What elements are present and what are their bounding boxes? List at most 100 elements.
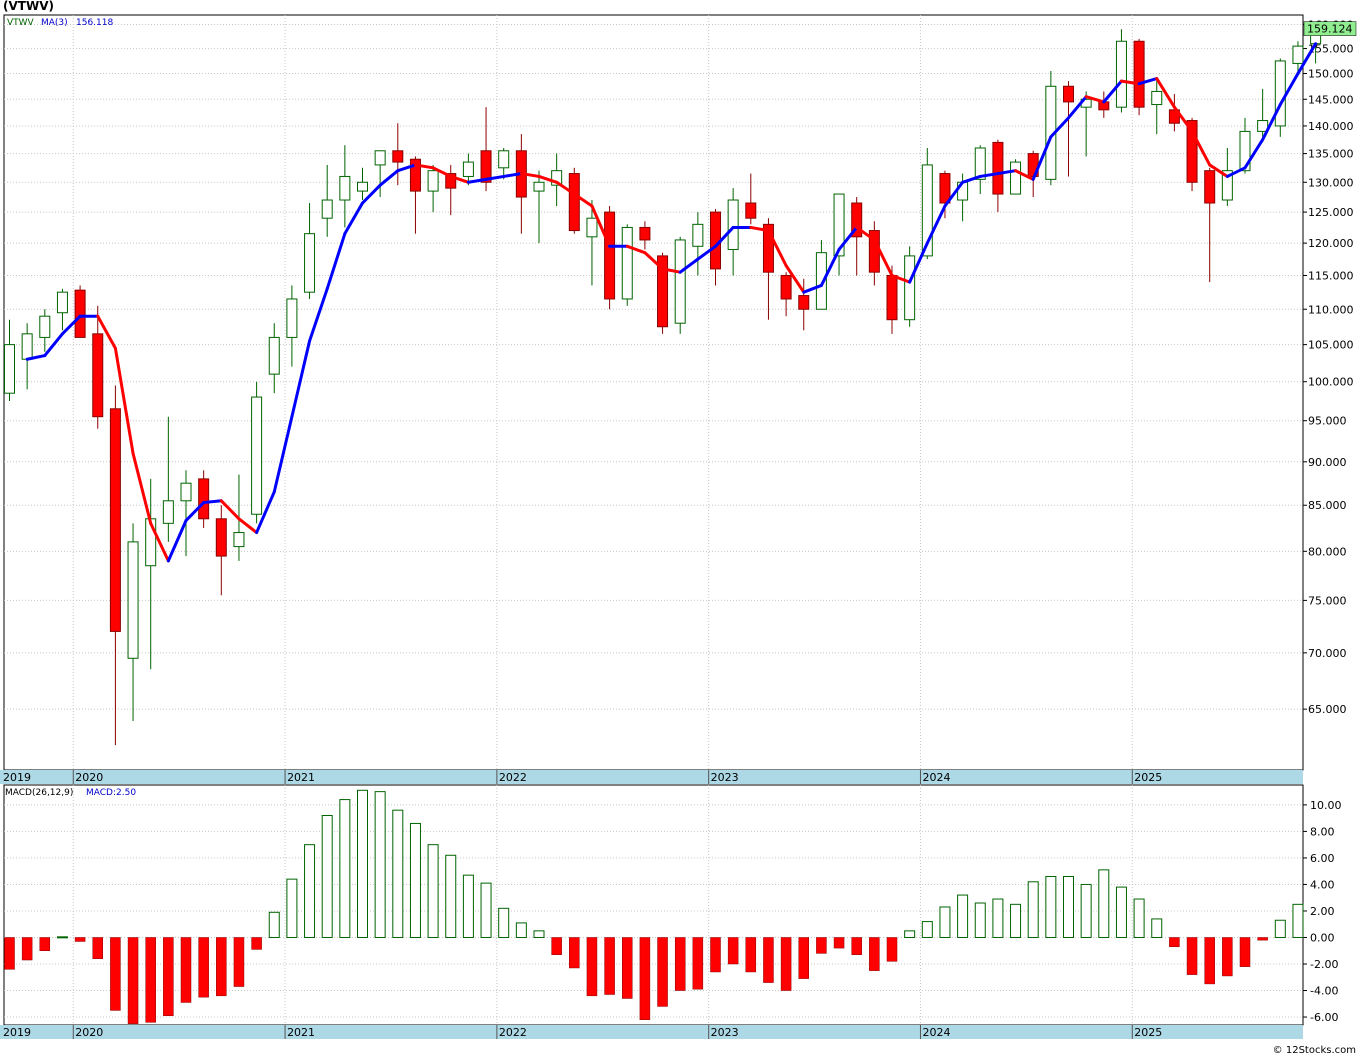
macd-bar bbox=[515, 922, 527, 938]
macd-bar bbox=[480, 882, 492, 938]
candle-body bbox=[1115, 40, 1127, 108]
macd-bar bbox=[1186, 937, 1198, 975]
macd-year-label: 2024 bbox=[922, 1026, 950, 1039]
ma3-segment bbox=[202, 499, 223, 505]
macd-bar bbox=[498, 907, 510, 938]
candle-body bbox=[745, 202, 757, 219]
macd-year-label: 2021 bbox=[287, 1026, 315, 1039]
price-y-tick-label: 85.000 bbox=[1308, 499, 1347, 512]
candle-body bbox=[127, 541, 139, 659]
candle-body bbox=[233, 532, 245, 548]
price-y-tick-label: 125.000 bbox=[1308, 206, 1354, 219]
macd-bar bbox=[904, 930, 916, 938]
candle-body bbox=[780, 274, 792, 300]
ma3-segment bbox=[978, 172, 1000, 178]
candle-body bbox=[357, 181, 368, 192]
chart-title: (VTWV) bbox=[3, 0, 54, 13]
candle-body bbox=[480, 150, 492, 183]
macd-bar bbox=[1115, 886, 1127, 938]
macd-bar bbox=[745, 937, 757, 973]
ma3-segment bbox=[1225, 166, 1247, 178]
candle-body bbox=[74, 289, 86, 338]
ma3-segment bbox=[890, 273, 912, 284]
ma3-segment bbox=[502, 172, 523, 178]
macd-bar bbox=[1098, 869, 1110, 938]
macd-bar bbox=[992, 898, 1004, 938]
macd-bar bbox=[462, 874, 474, 938]
ma3-segment bbox=[519, 172, 541, 178]
candle-body bbox=[586, 217, 598, 238]
ma3-segment bbox=[996, 169, 1018, 176]
ma3-segment bbox=[255, 490, 276, 535]
macd-bar bbox=[304, 844, 316, 938]
candle-body bbox=[162, 500, 174, 524]
macd-bar bbox=[586, 937, 598, 997]
ma3-segment bbox=[537, 174, 559, 184]
ma3-segment bbox=[308, 287, 329, 343]
candle-body bbox=[286, 298, 298, 338]
price-y-tick-label: 130.000 bbox=[1308, 176, 1354, 189]
ma3-segment bbox=[290, 339, 312, 419]
candle-body bbox=[886, 274, 898, 321]
ma3-segment bbox=[714, 225, 735, 248]
macd-y-tick-label: 2.00 bbox=[1310, 905, 1335, 918]
macd-bar bbox=[1010, 903, 1022, 938]
macd-y-tick-label: -2.00 bbox=[1310, 958, 1338, 971]
macd-bar bbox=[39, 937, 51, 951]
price-legend-ma-label: MA(3) bbox=[41, 18, 68, 28]
ma3-segment bbox=[855, 225, 876, 242]
ma3-segment bbox=[219, 499, 241, 521]
ma3-segment bbox=[43, 332, 64, 358]
candle-body bbox=[445, 173, 457, 189]
ma3-segment bbox=[449, 174, 470, 184]
macd-bar bbox=[1169, 937, 1180, 948]
macd-bar bbox=[622, 937, 633, 999]
candle-body bbox=[551, 170, 563, 186]
price-y-tick-label: 115.000 bbox=[1308, 269, 1354, 282]
candle-body bbox=[657, 255, 669, 328]
candle-body bbox=[56, 291, 68, 314]
candle-body bbox=[1239, 130, 1251, 172]
macd-bar bbox=[1080, 883, 1092, 938]
price-y-tick-label: 75.000 bbox=[1308, 594, 1347, 607]
footer-credit: © 12Stocks.com bbox=[1272, 1045, 1356, 1056]
macd-bar bbox=[710, 937, 721, 973]
macd-bar bbox=[74, 937, 86, 942]
candle-body bbox=[604, 211, 616, 300]
macd-bar bbox=[286, 878, 298, 938]
ma3-segment bbox=[1137, 77, 1159, 86]
ma3-segment bbox=[643, 251, 665, 271]
macd-bar bbox=[551, 937, 562, 955]
macd-bar bbox=[851, 937, 862, 955]
macd-bar bbox=[110, 937, 121, 1011]
price-y-tick-label: 140.000 bbox=[1308, 120, 1354, 133]
macd-y-tick-label: 10.00 bbox=[1310, 799, 1342, 812]
price-y-tick-label: 95.000 bbox=[1308, 415, 1347, 428]
macd-bar bbox=[445, 854, 457, 938]
price-year-label: 2025 bbox=[1134, 771, 1162, 784]
price-y-tick-label: 70.000 bbox=[1308, 647, 1347, 660]
candle-body bbox=[1186, 120, 1198, 183]
macd-bar bbox=[339, 799, 351, 938]
ma3-segment bbox=[925, 204, 947, 245]
candle-body bbox=[198, 478, 210, 520]
macd-y-tick-label: -6.00 bbox=[1310, 1011, 1338, 1024]
macd-bar bbox=[957, 894, 969, 938]
candle-body bbox=[109, 408, 121, 632]
ma3-segment bbox=[572, 192, 594, 208]
ma3-segment bbox=[413, 163, 435, 170]
price-y-tick-label: 80.000 bbox=[1308, 545, 1347, 558]
candle-body bbox=[1204, 170, 1216, 204]
macd-bar bbox=[1045, 875, 1057, 938]
candle-body bbox=[409, 158, 421, 192]
ma3-segment bbox=[378, 169, 400, 187]
macd-bar bbox=[939, 906, 951, 938]
ma3-segment bbox=[784, 264, 806, 294]
ma3-segment bbox=[1084, 95, 1106, 104]
price-year-label: 2022 bbox=[499, 771, 527, 784]
ma3-segment bbox=[25, 354, 47, 361]
candle-body bbox=[762, 223, 774, 273]
price-legend-ma-value: 156.118 bbox=[76, 18, 113, 28]
macd-bar bbox=[974, 902, 986, 938]
